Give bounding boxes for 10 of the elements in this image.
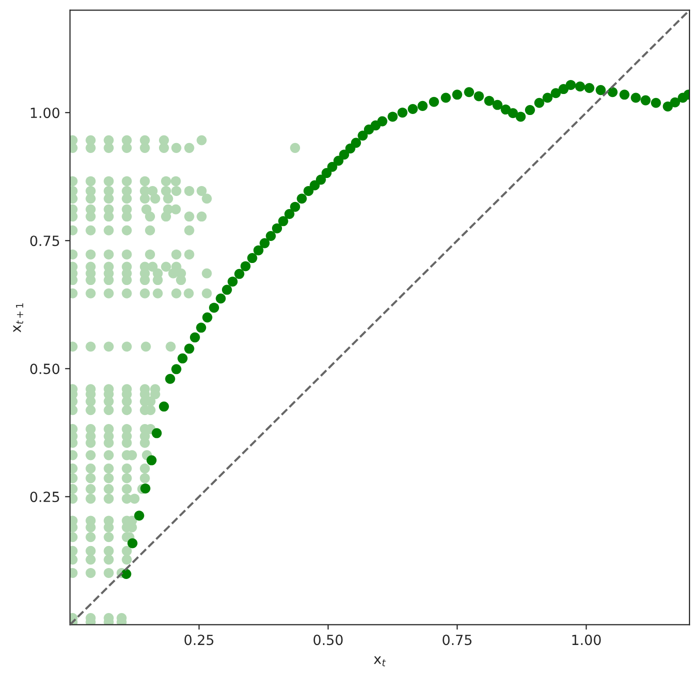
- x-tick-label: 0.25: [184, 634, 214, 646]
- y-tick-label: 0.50: [30, 364, 60, 374]
- x-tick-label: 1.00: [572, 634, 601, 646]
- x-tick-label: 0.50: [314, 634, 343, 646]
- x-axis-title: x$_{t}$: [374, 656, 386, 666]
- x-tick-label: 0.75: [442, 634, 472, 646]
- y-tick-label: 0.75: [30, 236, 60, 246]
- y-axis-title: x$_{t+1}$: [13, 303, 24, 332]
- y-tick-label: 1.00: [30, 108, 60, 118]
- y-tick-label: 0.25: [30, 492, 60, 502]
